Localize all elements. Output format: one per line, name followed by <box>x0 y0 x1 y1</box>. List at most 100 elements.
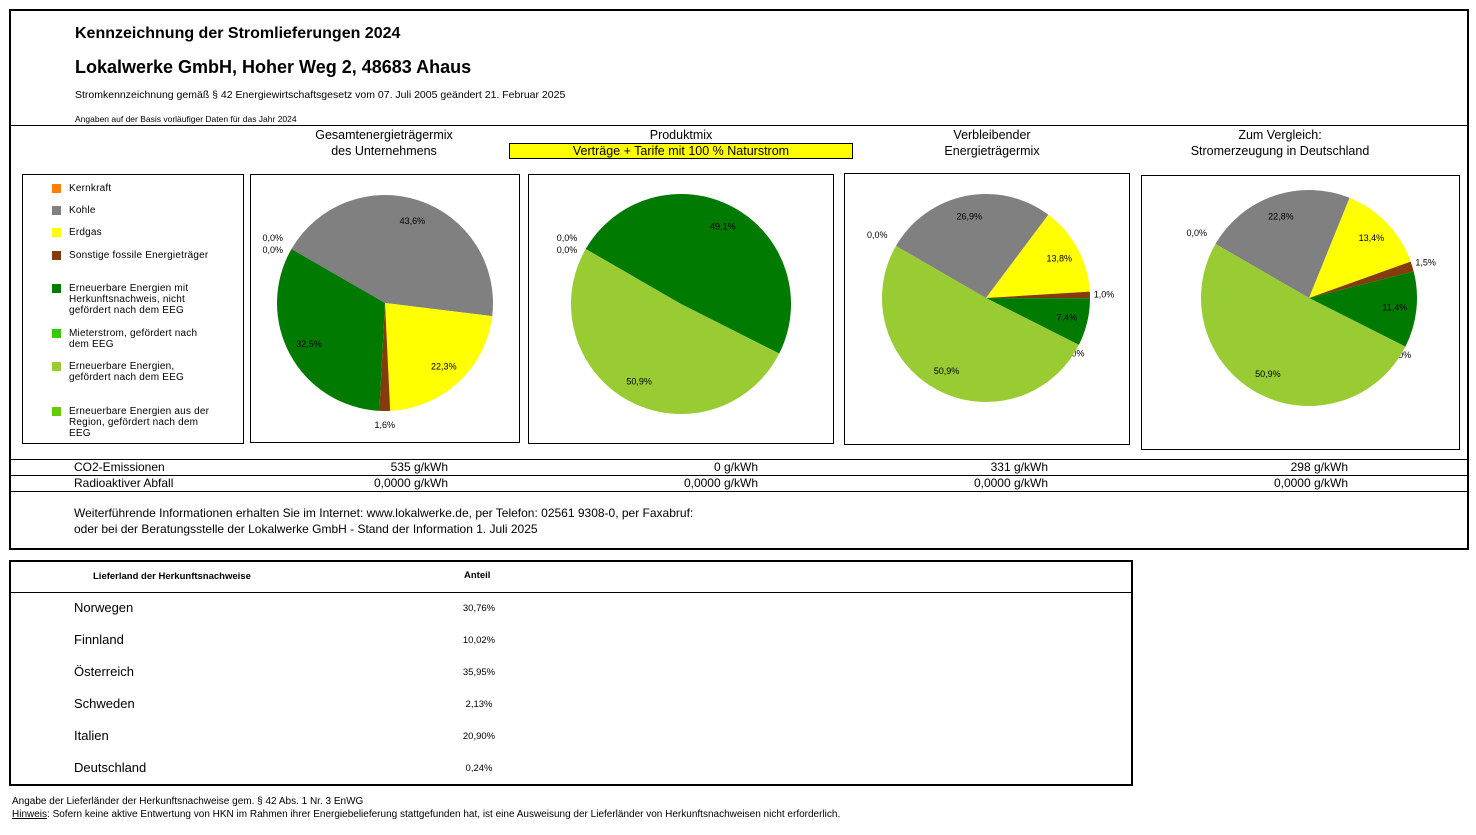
legend-item: Erdgas <box>52 227 219 238</box>
pie-slice <box>1309 271 1417 347</box>
footer-note: Angabe der Lieferländer der Herkunftsnac… <box>12 796 364 807</box>
pie-data-label: 0,0% <box>263 233 284 243</box>
pie-data-label: 50,9% <box>626 376 652 386</box>
column-head-line: Energieträgermix <box>944 144 1040 158</box>
legend-item: Erneuerbare Energien, gefördert nach dem… <box>52 361 219 383</box>
company-address: Lokalwerke GmbH, Hoher Weg 2, 48683 Ahau… <box>75 57 472 77</box>
pie-data-label: 0,0% <box>867 230 888 240</box>
legal-basis: Stromkennzeichnung gemäß § 42 Energiewir… <box>75 89 566 101</box>
divider <box>11 459 1467 460</box>
legend-label: Mieterstrom, gefördert nach dem EEG <box>69 328 198 350</box>
pie-data-label: 43,6% <box>400 216 426 226</box>
pie-data-label: 0,0% <box>1391 350 1412 360</box>
pie-slice <box>385 303 493 411</box>
pie-slice <box>379 303 391 412</box>
pie-slice <box>571 249 780 414</box>
emissions-value: 535 g/kWh <box>390 460 448 474</box>
pie-data-label: 1,0% <box>1094 290 1115 300</box>
column-head-line: des Unternehmens <box>331 144 437 158</box>
table-cell-country: Italien <box>74 728 109 743</box>
legend-label: Erneuerbare Energien aus der Region, gef… <box>69 406 210 439</box>
legend-item: Kohle <box>52 205 219 216</box>
pie-data-label: 13,4% <box>1359 233 1385 243</box>
emissions-value: 331 g/kWh <box>990 460 1048 474</box>
legend-label: Kohle <box>69 205 96 216</box>
table-cell-share: 20,90% <box>462 731 496 742</box>
pie-data-label: 11,4% <box>1382 302 1407 312</box>
legend-swatch <box>52 228 61 237</box>
legend-swatch <box>52 251 61 260</box>
footer-hint: Hinweis: Sofern keine aktive Entwertung … <box>12 809 840 820</box>
pie-slice <box>291 195 493 317</box>
column-head-company-mix: Gesamtenergieträgermix des Unternehmens <box>284 127 484 159</box>
pie-data-label: 1,6% <box>374 420 395 430</box>
pie-data-label: 0,0% <box>1187 228 1208 238</box>
legend-item: Erneuerbare Energien aus der Region, gef… <box>52 406 219 439</box>
pie-slice <box>895 194 1049 298</box>
table-header-country: Lieferland der Herkunftsnachweise <box>93 571 251 582</box>
pie-slice <box>1215 189 1350 298</box>
label-document <box>9 9 1469 550</box>
waste-value: 0,0000 g/kWh <box>1273 476 1348 490</box>
pie-data-label: 26,9% <box>957 211 983 221</box>
table-header-share: Anteil <box>464 570 491 581</box>
divider <box>11 592 1131 593</box>
legend-item: Mieterstrom, gefördert nach dem EEG <box>52 328 219 350</box>
pie-data-label: 0,0% <box>263 245 284 255</box>
pie-data-label: 32,5% <box>296 339 322 349</box>
column-head-germany: Zum Vergleich: Stromerzeugung in Deutschl… <box>1160 127 1400 159</box>
hint-text: : Sofern keine aktive Entwertung von HKN… <box>47 809 841 820</box>
legend-swatch <box>52 184 61 193</box>
table-cell-share: 35,95% <box>462 667 496 678</box>
hkn-table <box>9 560 1133 786</box>
data-basis-note: Angaben auf der Basis vorläufiger Daten … <box>75 114 297 124</box>
legend-swatch <box>52 407 61 416</box>
pie-slice <box>1309 197 1411 298</box>
legend-swatch <box>52 284 61 293</box>
document-title: Kennzeichnung der Stromlieferungen 2024 <box>75 25 401 42</box>
table-cell-country: Deutschland <box>74 760 147 775</box>
pie-slice <box>882 246 1079 402</box>
pie-slice <box>585 193 792 354</box>
pie-charts: 0,0% 43,6% 22,3% 1,6% 32,5% 0,0% 0,0% 0,0% 49,1%… <box>263 189 1436 430</box>
legend-swatch <box>52 362 61 371</box>
table-cell-share: 0,24% <box>465 763 493 774</box>
info-line-1: Weiterführende Informationen erhalten Si… <box>74 506 694 520</box>
column-head-line: Produktmix <box>649 128 713 142</box>
pie-data-label: 22,3% <box>431 361 457 371</box>
column-head-product-mix: Produktmix Verträge + Tarife mit 100 % Na… <box>509 127 853 159</box>
divider <box>11 475 1467 476</box>
pie-data-label: 50,9% <box>1255 369 1281 379</box>
table-cell-country: Norwegen <box>74 600 134 615</box>
hint-label: Hinweis <box>12 809 48 820</box>
pie-data-label: 7,4% <box>1057 312 1078 322</box>
pie-slice <box>986 298 1090 345</box>
legend-item: Kernkraft <box>52 183 219 194</box>
pie-slice <box>986 214 1090 298</box>
legend-label: Erdgas <box>69 227 102 238</box>
column-head-residual-mix: Verbleibender Energieträgermix <box>892 127 1092 159</box>
divider <box>11 125 1467 126</box>
table-cell-country: Österreich <box>74 664 134 679</box>
pie-data-label: 0,0% <box>1064 348 1085 358</box>
table-cell-country: Finnland <box>74 632 124 647</box>
legend-label: Kernkraft <box>69 183 112 194</box>
legend-label: Erneuerbare Energien, gefördert nach dem… <box>69 361 185 383</box>
pie-slice <box>986 291 1090 299</box>
legend-swatch <box>52 329 61 338</box>
product-name-highlight: Verträge + Tarife mit 100 % Naturstrom <box>509 143 853 159</box>
info-line-2: oder bei der Beratungsstelle der Lokalwe… <box>74 522 538 536</box>
column-head-line: Gesamtenergieträgermix <box>315 128 453 142</box>
legend-label: Sonstige fossile Energieträger <box>69 250 209 261</box>
pie-slice <box>277 249 385 411</box>
column-head-line: Verbleibender <box>953 128 1031 142</box>
column-head-line: Zum Vergleich: <box>1238 128 1322 142</box>
pie-slice <box>1309 261 1414 298</box>
pie-data-label: 0,0% <box>557 233 578 243</box>
emissions-value: 0 g/kWh <box>713 460 758 474</box>
legend-swatch <box>52 206 61 215</box>
emissions-value: 298 g/kWh <box>1290 460 1348 474</box>
waste-label: Radioaktiver Abfall <box>74 476 174 490</box>
pie-data-label: 1,5% <box>1415 257 1436 267</box>
co2-label: CO2-Emissionen <box>74 460 165 474</box>
